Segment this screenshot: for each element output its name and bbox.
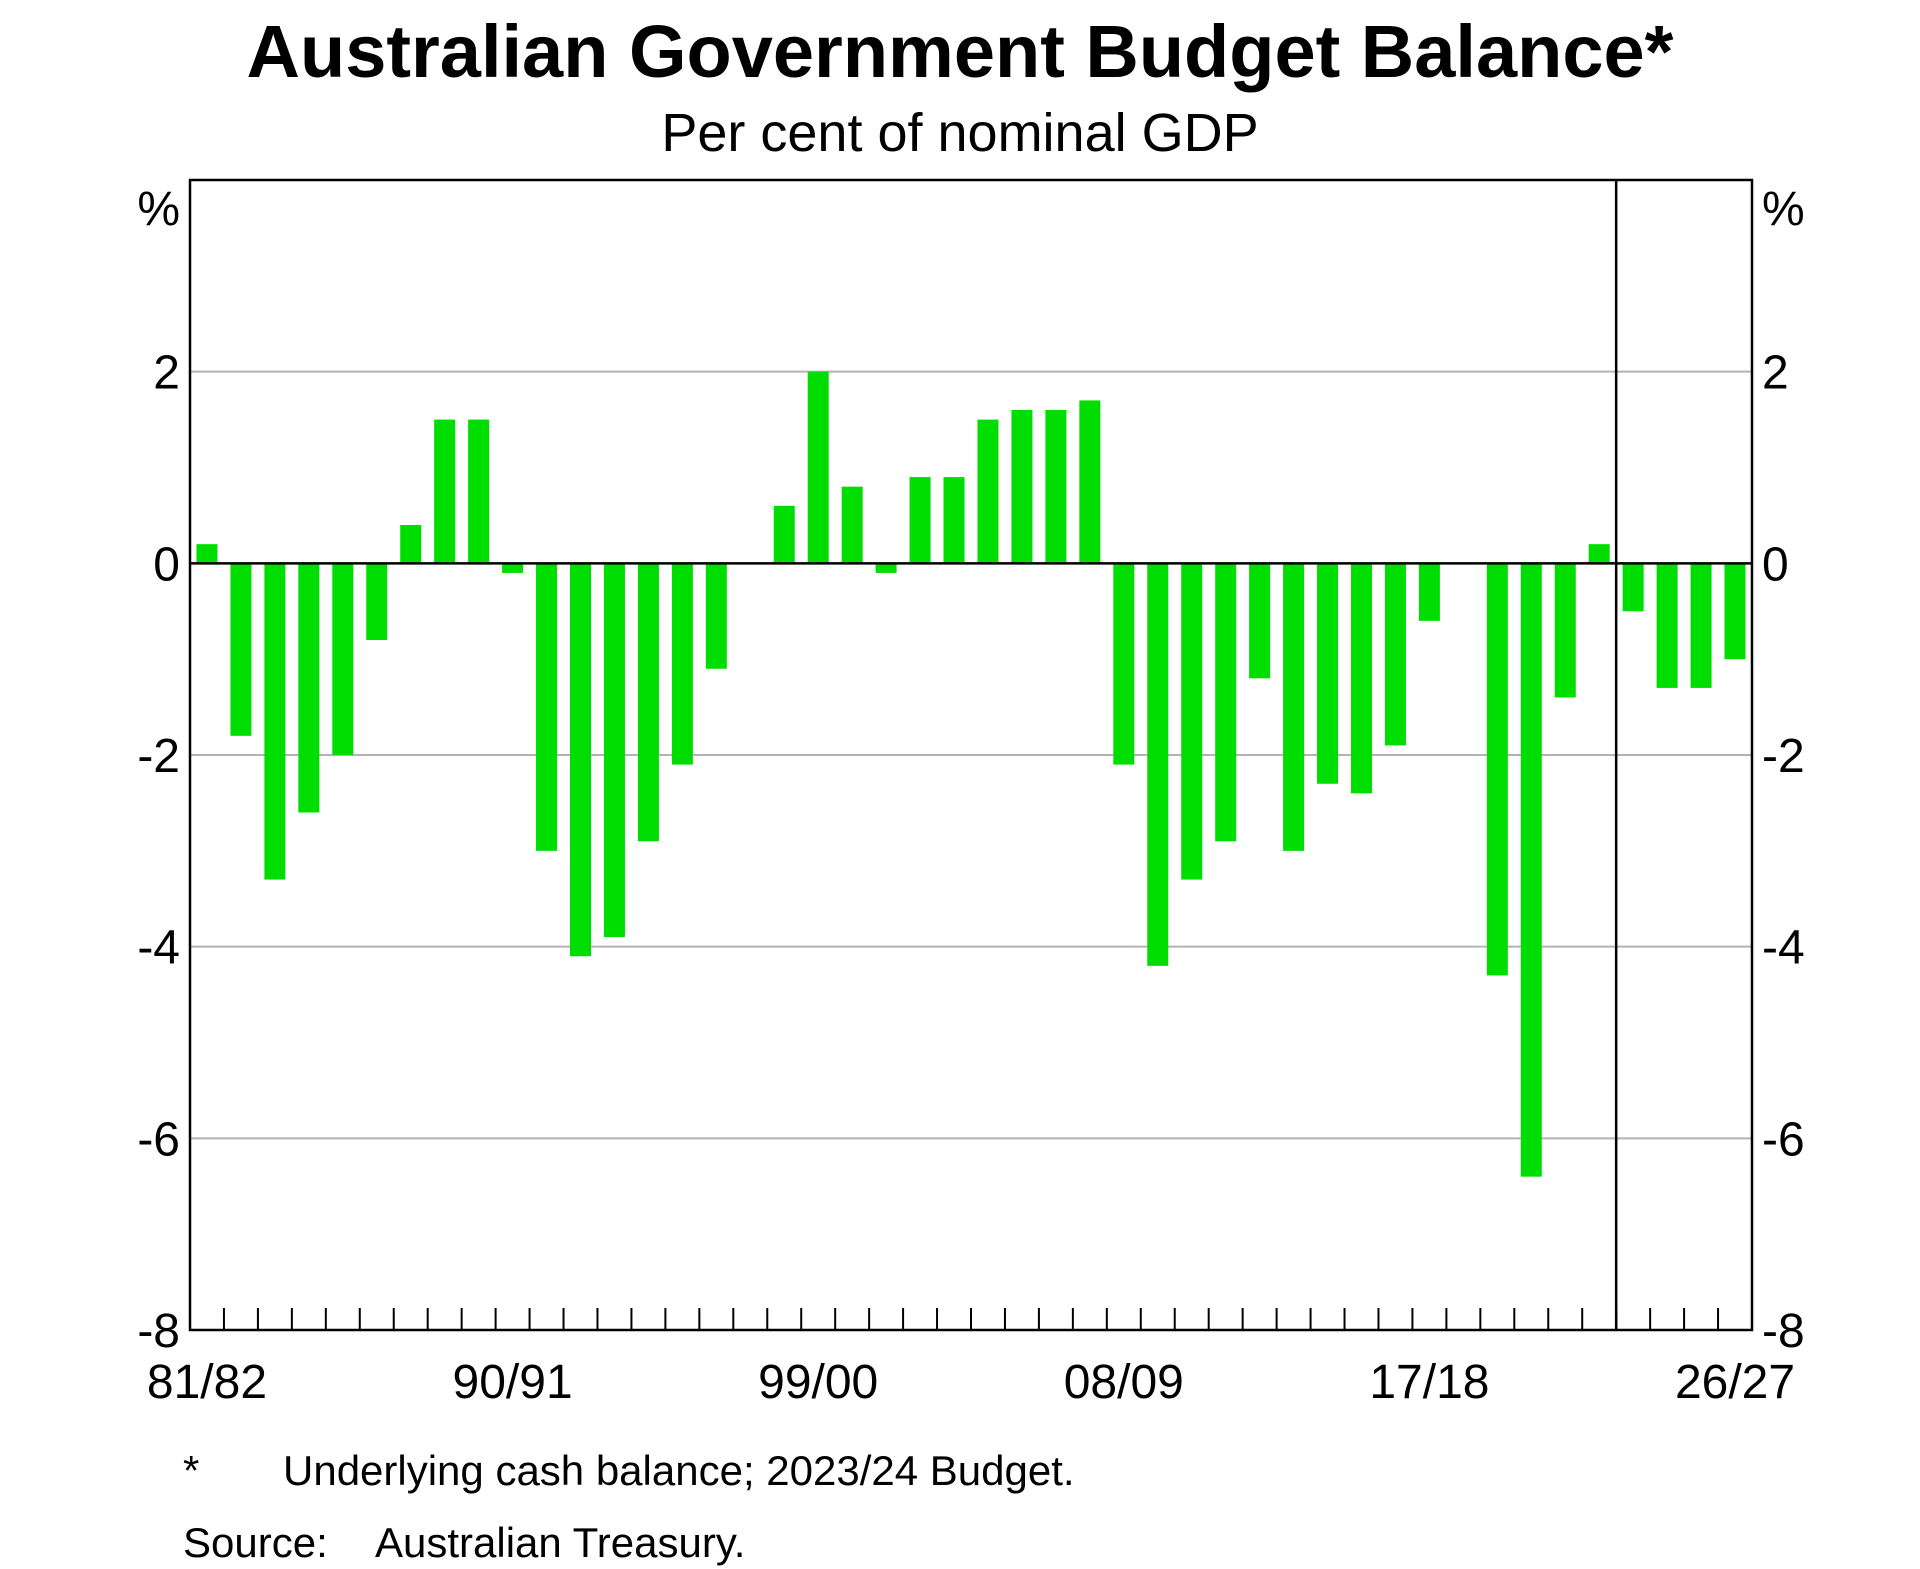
- x-tick-label: 99/00: [758, 1356, 878, 1409]
- y-tick-label-left: -2: [137, 730, 180, 783]
- bar: [603, 563, 625, 938]
- bar: [671, 563, 693, 765]
- bar: [909, 477, 931, 564]
- bar: [1283, 563, 1305, 851]
- axis-labels: 2 2 0 0 -2 -2 -4 -4 -6 -6 -8 -8% % 81/82 90/91 99/00 08/…: [137, 183, 1804, 1409]
- bar: [807, 371, 829, 564]
- bar: [773, 505, 795, 564]
- bar: [637, 563, 659, 842]
- bar: [1418, 563, 1440, 621]
- bar: [1113, 563, 1135, 765]
- y-unit-label-left: %: [137, 183, 180, 236]
- bar: [1317, 563, 1339, 784]
- y-tick-label-right: 2: [1762, 347, 1789, 400]
- bar: [1690, 563, 1712, 688]
- bar: [1486, 563, 1508, 976]
- bar: [1079, 400, 1101, 564]
- x-tick-label: 17/18: [1369, 1356, 1489, 1409]
- bar: [298, 563, 320, 813]
- bar: [468, 419, 490, 564]
- chart-subtitle: Per cent of nominal GDP: [661, 103, 1259, 163]
- bar: [1147, 563, 1169, 966]
- bar: [1520, 563, 1542, 1177]
- y-unit-label-right: %: [1762, 183, 1805, 236]
- bar: [1249, 563, 1271, 679]
- bars: [196, 371, 1746, 1177]
- x-tick-label: 26/27: [1675, 1356, 1795, 1409]
- y-tick-label-right: -8: [1762, 1305, 1805, 1358]
- bar: [1181, 563, 1203, 880]
- x-tick-label: 08/09: [1064, 1356, 1184, 1409]
- y-tick-label-left: 0: [153, 538, 180, 591]
- bar: [536, 563, 558, 851]
- bar: [1588, 544, 1610, 564]
- y-tick-label-right: -2: [1762, 730, 1805, 783]
- bar: [502, 563, 524, 573]
- footnote-text: Underlying cash balance; 2023/24 Budget.: [283, 1447, 1075, 1494]
- bar: [705, 563, 727, 669]
- y-tick-label-left: 2: [153, 347, 180, 400]
- y-tick-label-left: -4: [137, 922, 180, 975]
- bar: [1724, 563, 1746, 660]
- gridlines: [190, 370, 1752, 1140]
- footnote-marker: *: [183, 1447, 200, 1494]
- plot-frame: [188, 178, 1754, 1332]
- y-tick-label-left: -6: [137, 1113, 180, 1166]
- bar: [230, 563, 252, 736]
- bar: [332, 563, 354, 755]
- bar: [1554, 563, 1576, 698]
- bar: [196, 544, 218, 564]
- y-tick-label-right: -6: [1762, 1113, 1805, 1166]
- bar: [1045, 410, 1067, 564]
- bar: [841, 486, 863, 564]
- bar: [943, 477, 965, 564]
- bar: [1622, 563, 1644, 612]
- bar: [570, 563, 591, 957]
- bar: [875, 563, 897, 573]
- source-text: Australian Treasury.: [375, 1519, 746, 1566]
- bar: [977, 419, 999, 564]
- y-tick-label-left: -8: [137, 1305, 180, 1358]
- y-tick-label-right: 0: [1762, 538, 1789, 591]
- bar: [1215, 563, 1237, 842]
- bar: [1011, 410, 1033, 564]
- bar: [400, 525, 422, 564]
- chart-title: Australian Government Budget Balance*: [246, 10, 1674, 93]
- bar: [264, 563, 286, 880]
- bar: [434, 419, 456, 564]
- axes: [188, 178, 1754, 1332]
- x-tick-label: 90/91: [453, 1356, 573, 1409]
- x-tick-label: 81/82: [147, 1356, 267, 1409]
- bar: [1384, 563, 1406, 746]
- bar: [366, 563, 388, 640]
- bar: [1656, 563, 1678, 688]
- source-label: Source:: [183, 1519, 328, 1566]
- y-tick-label-right: -4: [1762, 922, 1805, 975]
- bar: [1351, 563, 1372, 794]
